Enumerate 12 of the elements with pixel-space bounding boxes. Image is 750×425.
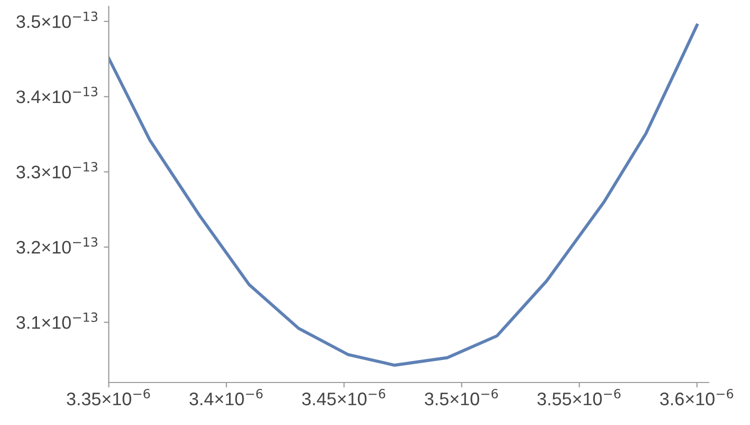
x-tick-label: 3.5×10$^{−6}$	[424, 388, 498, 406]
x-tick-label: 3.55×10$^{−6}$	[537, 388, 621, 406]
y-tick-label: 3.5×10$^{−13}$	[16, 12, 98, 28]
y-tick-label: 3.4×10$^{−13}$	[16, 86, 98, 104]
line-series	[108, 24, 699, 367]
x-tick-label: 3.4×10$^{−6}$	[190, 388, 263, 406]
x-tick-label: 3.6×10$^{−6}$	[660, 388, 734, 406]
x-tick-label: 3.35×10$^{−6}$	[66, 388, 150, 406]
y-tick-label: 3.3×10$^{−13}$	[16, 162, 98, 178]
y-tick-label: 3.2×10$^{−13}$	[16, 237, 98, 254]
x-tick-label: 3.45×10$^{−6}$	[302, 388, 386, 406]
y-tick-label: 3.1×10$^{−13}$	[16, 312, 98, 329]
